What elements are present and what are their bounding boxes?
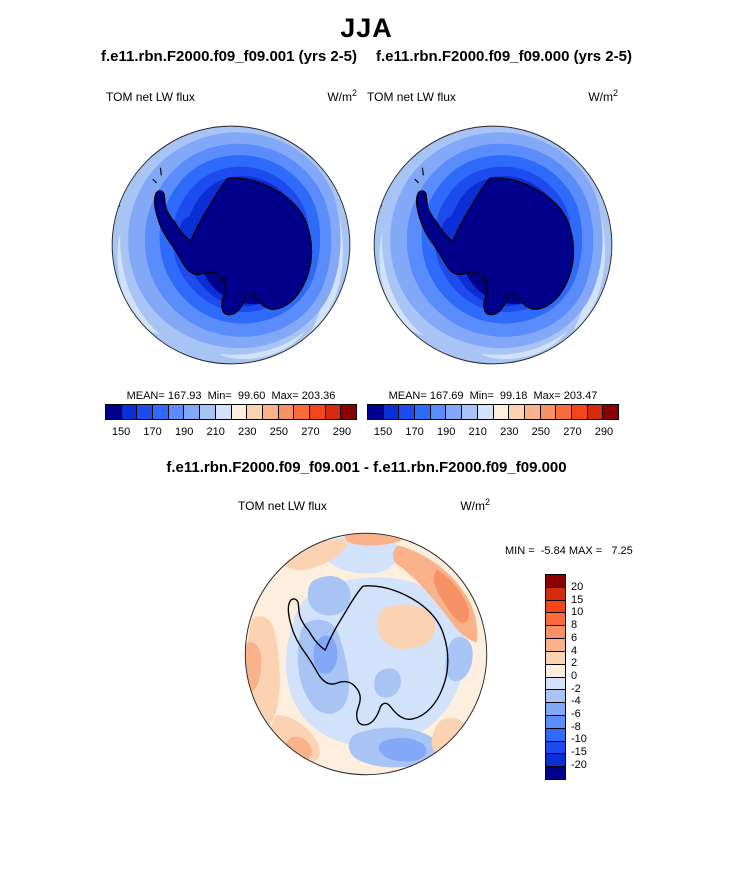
panel-2-units-exp: 2 xyxy=(612,88,618,98)
contour-map-panel-1 xyxy=(105,119,357,371)
panel-1-stats: MEAN= 167.93 Min= 99.60 Max= 203.36 xyxy=(126,390,336,402)
colorbar-segment xyxy=(571,405,588,419)
colorbar-segment xyxy=(546,639,565,652)
difference-units: W/m2 xyxy=(460,497,490,514)
colorbar-segment xyxy=(247,405,263,419)
colorbar-segment xyxy=(546,626,565,640)
diff-light-blue-blob xyxy=(445,636,473,682)
colorbar-segment xyxy=(383,405,400,419)
colorbar-segment xyxy=(546,741,565,755)
colorbar-segment xyxy=(509,405,525,419)
colorbar-segment xyxy=(546,587,565,601)
colorbar-segment xyxy=(278,405,295,419)
colorbar-segment xyxy=(524,405,541,419)
colorbar-segment xyxy=(540,405,557,419)
colorbar-segment xyxy=(546,664,565,678)
colorbar-segment xyxy=(309,405,326,419)
colorbar-segment xyxy=(341,405,356,419)
colorbar-segment xyxy=(556,405,572,419)
colorbar-segment xyxy=(415,405,431,419)
panel-2-field-label: TOM net LW flux xyxy=(367,90,456,104)
colorbar-segment xyxy=(546,728,565,742)
difference-colorbar-labels: 20 15 10 8 6 4 2 0 -2 -4 -6 -8 -10 -15 -20 xyxy=(571,581,587,771)
colorbar-segment xyxy=(399,405,416,419)
panel-2-units: W/m2 xyxy=(588,88,618,105)
difference-colorbar xyxy=(545,574,566,780)
panel-2-colorbar-ticks: 150 170 190 210 230 250 270 290 xyxy=(373,426,614,438)
panel-1-units-base: W/m xyxy=(327,90,352,104)
colorbar-segment xyxy=(325,405,342,419)
colorbar-segment xyxy=(231,405,248,419)
difference-units-base: W/m xyxy=(460,499,485,513)
difference-units-exp: 2 xyxy=(484,497,490,507)
colorbar-segment xyxy=(546,677,565,691)
diff-deep-orange-spot xyxy=(434,569,470,623)
case-2-subtitle: f.e11.rbn.F2000.f09_f09.000 (yrs 2-5) xyxy=(376,48,632,65)
diff-light-blue-blob xyxy=(307,576,351,616)
panel-2-colorbar xyxy=(367,404,619,420)
colorbar-segment xyxy=(368,405,384,419)
panel-2-units-base: W/m xyxy=(588,90,613,104)
panel-1-field-label: TOM net LW flux xyxy=(106,90,195,104)
panel-2-header: TOM net LW flux W/m2 xyxy=(367,88,618,105)
colorbar-segment xyxy=(106,405,122,419)
diff-pale-orange-blob xyxy=(281,539,350,571)
colorbar-segment xyxy=(168,405,185,419)
difference-title: f.e11.rbn.F2000.f09_f09.001 - f.e11.rbn.… xyxy=(166,459,567,476)
colorbar-segment xyxy=(430,405,447,419)
colorbar-segment xyxy=(262,405,279,419)
page-title: JJA xyxy=(340,13,393,43)
colorbar-segment xyxy=(546,767,565,779)
colorbar-segment xyxy=(446,405,463,419)
colorbar-segment xyxy=(546,600,565,614)
colorbar-segment xyxy=(462,405,478,419)
panel-1-colorbar-ticks: 150 170 190 210 230 250 270 290 xyxy=(111,426,352,438)
case-subtitles: f.e11.rbn.F2000.f09_f09.001 (yrs 2-5) f.… xyxy=(0,48,733,65)
colorbar-segment xyxy=(546,575,565,588)
colorbar-segment xyxy=(603,405,618,419)
panel-2-stats: MEAN= 167.69 Min= 99.18 Max= 203.47 xyxy=(388,390,598,402)
colorbar-segment xyxy=(121,405,138,419)
colorbar-segment xyxy=(200,405,216,419)
difference-minmax: MIN = -5.84 MAX = 7.25 xyxy=(505,545,633,557)
map-border-circle xyxy=(244,532,488,776)
colorbar-segment xyxy=(153,405,169,419)
difference-field-label: TOM net LW flux xyxy=(238,499,327,513)
colorbar-segment xyxy=(546,613,565,627)
difference-contour-map xyxy=(244,532,488,776)
difference-header: TOM net LW flux W/m2 xyxy=(238,497,490,514)
colorbar-segment xyxy=(546,754,565,768)
diff-medium-blue-spot xyxy=(378,737,427,762)
diff-light-blue-blob xyxy=(374,668,401,698)
colorbar-segment xyxy=(477,405,494,419)
colorbar-segment xyxy=(184,405,201,419)
colorbar-segment xyxy=(215,405,232,419)
colorbar-segment xyxy=(493,405,510,419)
colorbar-segment xyxy=(587,405,604,419)
diff-pale-orange-blob xyxy=(377,604,436,649)
panel-1-units: W/m2 xyxy=(327,88,357,105)
contour-map-panel-2 xyxy=(367,119,619,371)
panel-1-colorbar xyxy=(105,404,357,420)
panel-1-units-exp: 2 xyxy=(351,88,357,98)
colorbar-segment xyxy=(546,690,565,704)
case-1-subtitle: f.e11.rbn.F2000.f09_f09.001 (yrs 2-5) xyxy=(101,48,357,65)
colorbar-segment xyxy=(546,715,565,729)
colorbar-segment xyxy=(137,405,154,419)
diff-medium-blue-spot xyxy=(313,635,338,674)
colorbar-segment xyxy=(546,703,565,716)
panel-1-header: TOM net LW flux W/m2 xyxy=(106,88,357,105)
colorbar-segment xyxy=(546,651,565,665)
colorbar-segment xyxy=(294,405,310,419)
